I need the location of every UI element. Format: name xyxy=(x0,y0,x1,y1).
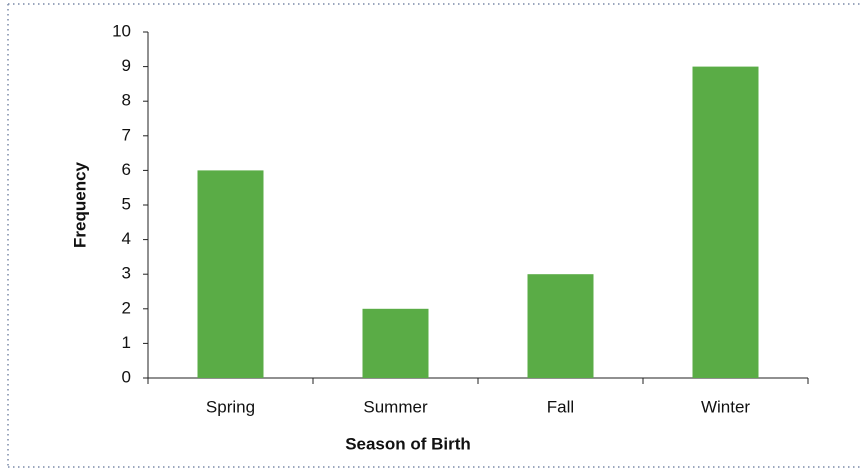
x-tick-label: Spring xyxy=(206,397,255,416)
x-tick-label: Summer xyxy=(363,397,428,416)
y-tick-label: 2 xyxy=(122,298,131,317)
y-tick-label: 9 xyxy=(122,56,131,75)
bar xyxy=(692,66,759,378)
x-tick-label: Winter xyxy=(701,397,750,416)
y-tick-label: 1 xyxy=(122,333,131,352)
y-tick-label: 5 xyxy=(122,194,131,213)
y-tick-label: 8 xyxy=(122,91,131,110)
y-axis-title: Frequency xyxy=(70,161,89,248)
y-tick-label: 10 xyxy=(112,21,131,40)
bar xyxy=(197,170,264,378)
y-tick-label: 4 xyxy=(122,229,131,248)
y-tick-label: 0 xyxy=(122,367,131,386)
y-tick-label: 7 xyxy=(122,125,131,144)
y-tick-label: 6 xyxy=(122,160,131,179)
x-tick-label: Fall xyxy=(547,397,574,416)
y-tick-label: 3 xyxy=(122,264,131,283)
x-axis-title: Season of Birth xyxy=(345,434,471,453)
bar xyxy=(527,274,594,378)
bar xyxy=(362,308,429,378)
